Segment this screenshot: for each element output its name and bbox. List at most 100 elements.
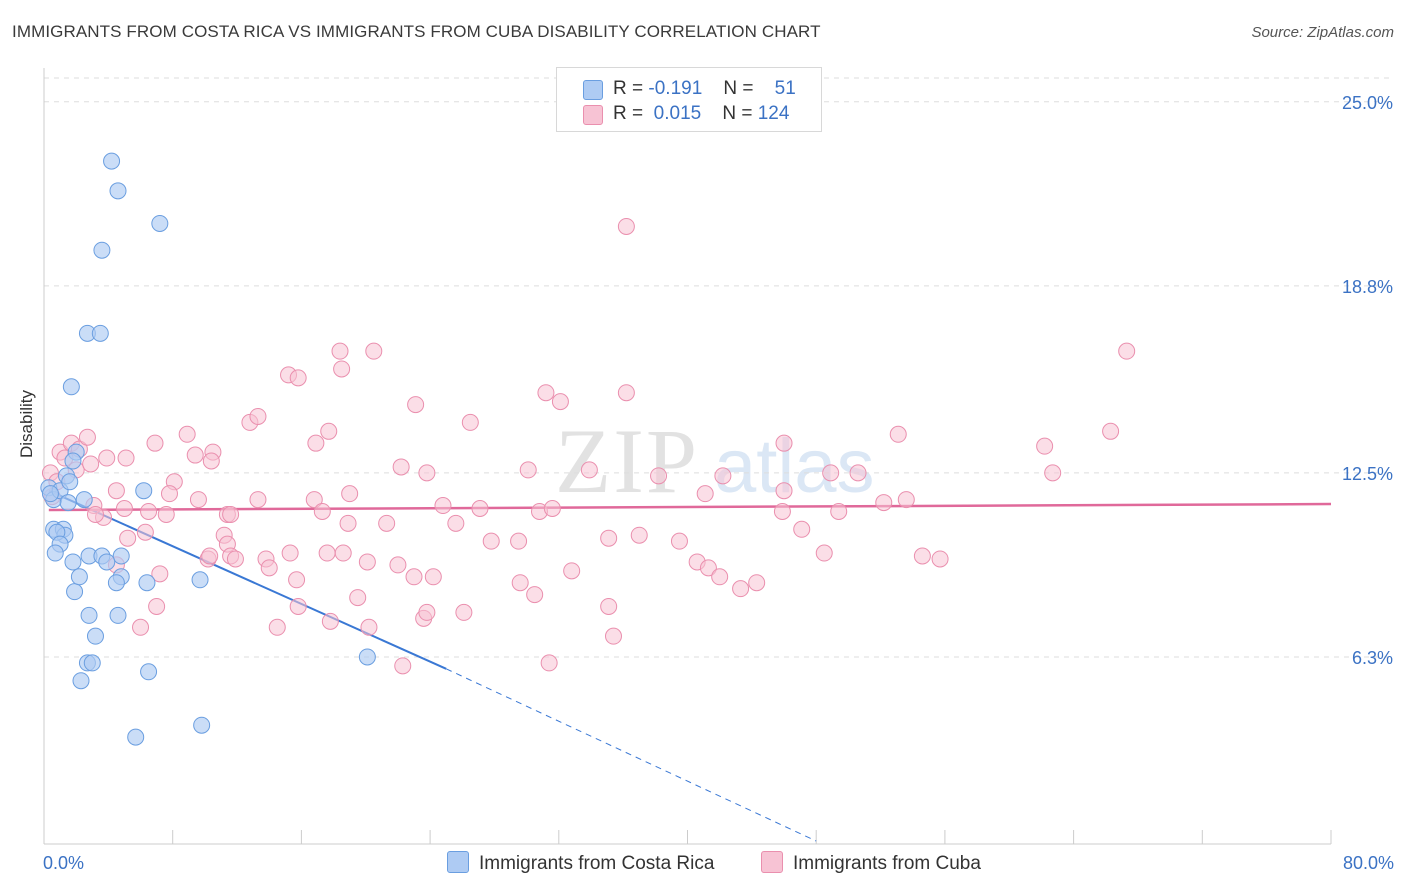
point-costa-rica [127, 728, 145, 746]
chart-title: IMMIGRANTS FROM COSTA RICA VS IMMIGRANTS… [12, 22, 821, 41]
point-cuba [341, 485, 359, 503]
point-cuba [78, 428, 96, 446]
point-cuba [1118, 342, 1136, 360]
point-cuba [201, 547, 219, 565]
x-tick-min: 0.0% [43, 853, 85, 873]
point-cuba [407, 396, 425, 414]
point-cuba [358, 553, 376, 571]
point-cuba [189, 491, 207, 509]
point-cuba [288, 571, 306, 589]
legend-swatch-costa-rica [583, 80, 603, 100]
point-cuba [580, 461, 598, 479]
point-cuba [630, 526, 648, 544]
point-cuba [389, 556, 407, 574]
y-axis-label: Disability [17, 389, 36, 458]
point-cuba [510, 532, 528, 550]
point-cuba [461, 413, 479, 431]
point-cuba [849, 464, 867, 482]
point-cuba [222, 505, 240, 523]
point-costa-rica [83, 654, 101, 672]
point-cuba [563, 562, 581, 580]
point-cuba [773, 502, 791, 520]
point-cuba [333, 360, 351, 378]
point-costa-rica [70, 568, 88, 586]
point-cuba [537, 384, 555, 402]
bottom-legend-label-costa-rica: Immigrants from Costa Rica [479, 853, 715, 874]
point-cuba [1044, 464, 1062, 482]
point-costa-rica [151, 214, 169, 232]
point-cuba [331, 342, 349, 360]
point-costa-rica [358, 648, 376, 666]
point-costa-rica [80, 606, 98, 624]
point-cuba [543, 500, 561, 518]
point-cuba [289, 597, 307, 615]
y-tick-labels: 6.3% 12.5% 18.8% 25.0% [1342, 93, 1393, 668]
point-costa-rica [64, 452, 82, 470]
point-costa-rica [98, 553, 116, 571]
point-cuba [519, 461, 537, 479]
point-costa-rica [193, 716, 211, 734]
point-cuba [318, 544, 336, 562]
point-cuba [365, 342, 383, 360]
legend-n-label: N = [722, 103, 753, 124]
point-cuba [86, 505, 104, 523]
point-cuba [471, 500, 489, 518]
point-cuba [434, 497, 452, 515]
point-costa-rica [59, 494, 77, 512]
y-tick-label: 18.8% [1342, 277, 1393, 297]
point-cuba [151, 565, 169, 583]
bottom-legend-swatch-cuba [761, 851, 783, 873]
bottom-legend-cuba: Immigrants from Cuba [761, 851, 981, 875]
point-cuba [600, 529, 618, 547]
legend-swatch-cuba [583, 105, 603, 125]
point-cuba [1036, 437, 1054, 455]
point-cuba [699, 559, 717, 577]
point-cuba [418, 464, 436, 482]
legend-r-value: 0.015 [653, 103, 702, 124]
source-label: Source: ZipAtlas.com [1251, 24, 1394, 41]
y-tick-label: 12.5% [1342, 464, 1393, 484]
y-tick-label: 25.0% [1342, 93, 1393, 113]
point-costa-rica [103, 152, 121, 170]
point-cuba [349, 589, 367, 607]
point-costa-rica [91, 324, 109, 342]
point-costa-rica [135, 482, 153, 500]
bottom-legend-swatch-costa-rica [447, 851, 469, 873]
point-costa-rica [109, 606, 127, 624]
point-cuba [334, 544, 352, 562]
point-cuba [617, 217, 635, 235]
point-cuba [281, 544, 299, 562]
point-cuba [748, 574, 766, 592]
point-cuba [405, 568, 423, 586]
data-points [40, 152, 1136, 746]
point-costa-rica [93, 241, 111, 259]
point-cuba [98, 449, 116, 467]
watermark-atlas: atlas [714, 424, 875, 509]
point-cuba [447, 514, 465, 532]
point-cuba [305, 491, 323, 509]
legend-r-label: R = [613, 78, 644, 99]
point-cuba [650, 467, 668, 485]
point-cuba [889, 425, 907, 443]
point-costa-rica [112, 547, 130, 565]
point-cuba [160, 485, 178, 503]
point-cuba [107, 482, 125, 500]
point-cuba [424, 568, 442, 586]
point-costa-rica [86, 627, 104, 645]
point-costa-rica [61, 473, 79, 491]
point-cuba [714, 467, 732, 485]
point-cuba [604, 627, 622, 645]
point-costa-rica [75, 491, 93, 509]
point-cuba [418, 603, 436, 621]
bottom-legend-label-cuba: Immigrants from Cuba [793, 853, 981, 874]
point-cuba [600, 597, 618, 615]
point-costa-rica [64, 553, 82, 571]
point-cuba [815, 544, 833, 562]
point-cuba [136, 523, 154, 541]
point-cuba [117, 449, 135, 467]
point-cuba [148, 597, 166, 615]
legend-n-label: N = [723, 78, 754, 99]
point-cuba [202, 452, 220, 470]
point-cuba [511, 574, 529, 592]
